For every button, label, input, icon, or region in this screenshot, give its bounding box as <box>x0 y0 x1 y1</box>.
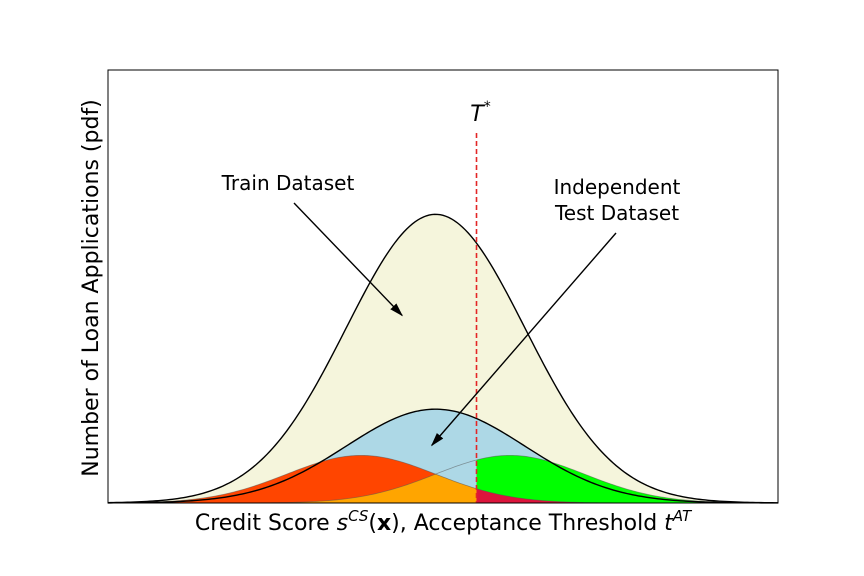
train-distribution-area <box>108 214 778 503</box>
series-layer <box>107 213 779 504</box>
train-distribution-curve <box>107 213 779 504</box>
y-axis-label: Number of Loan Applications (pdf) <box>79 99 104 477</box>
rejected-area <box>108 455 477 503</box>
threshold-label: T* <box>470 99 490 127</box>
train-arrow <box>293 202 404 317</box>
test-arrow <box>430 232 617 447</box>
x-axis-label: Credit Score sCS(x), Acceptance Threshol… <box>195 507 693 536</box>
test-distribution-area <box>108 409 778 503</box>
annotation-layer: Train Dataset Independent Test Dataset <box>221 171 681 447</box>
accepted-area <box>476 455 778 503</box>
overlap-left-area <box>108 474 477 503</box>
test-distribution-curve <box>107 408 779 504</box>
plot-frame <box>107 69 779 504</box>
test-dataset-label-line2: Test Dataset <box>554 201 679 225</box>
test-dataset-label-line1: Independent <box>554 175 681 199</box>
overlap-right-area <box>476 488 778 503</box>
train-dataset-label: Train Dataset <box>221 171 355 195</box>
